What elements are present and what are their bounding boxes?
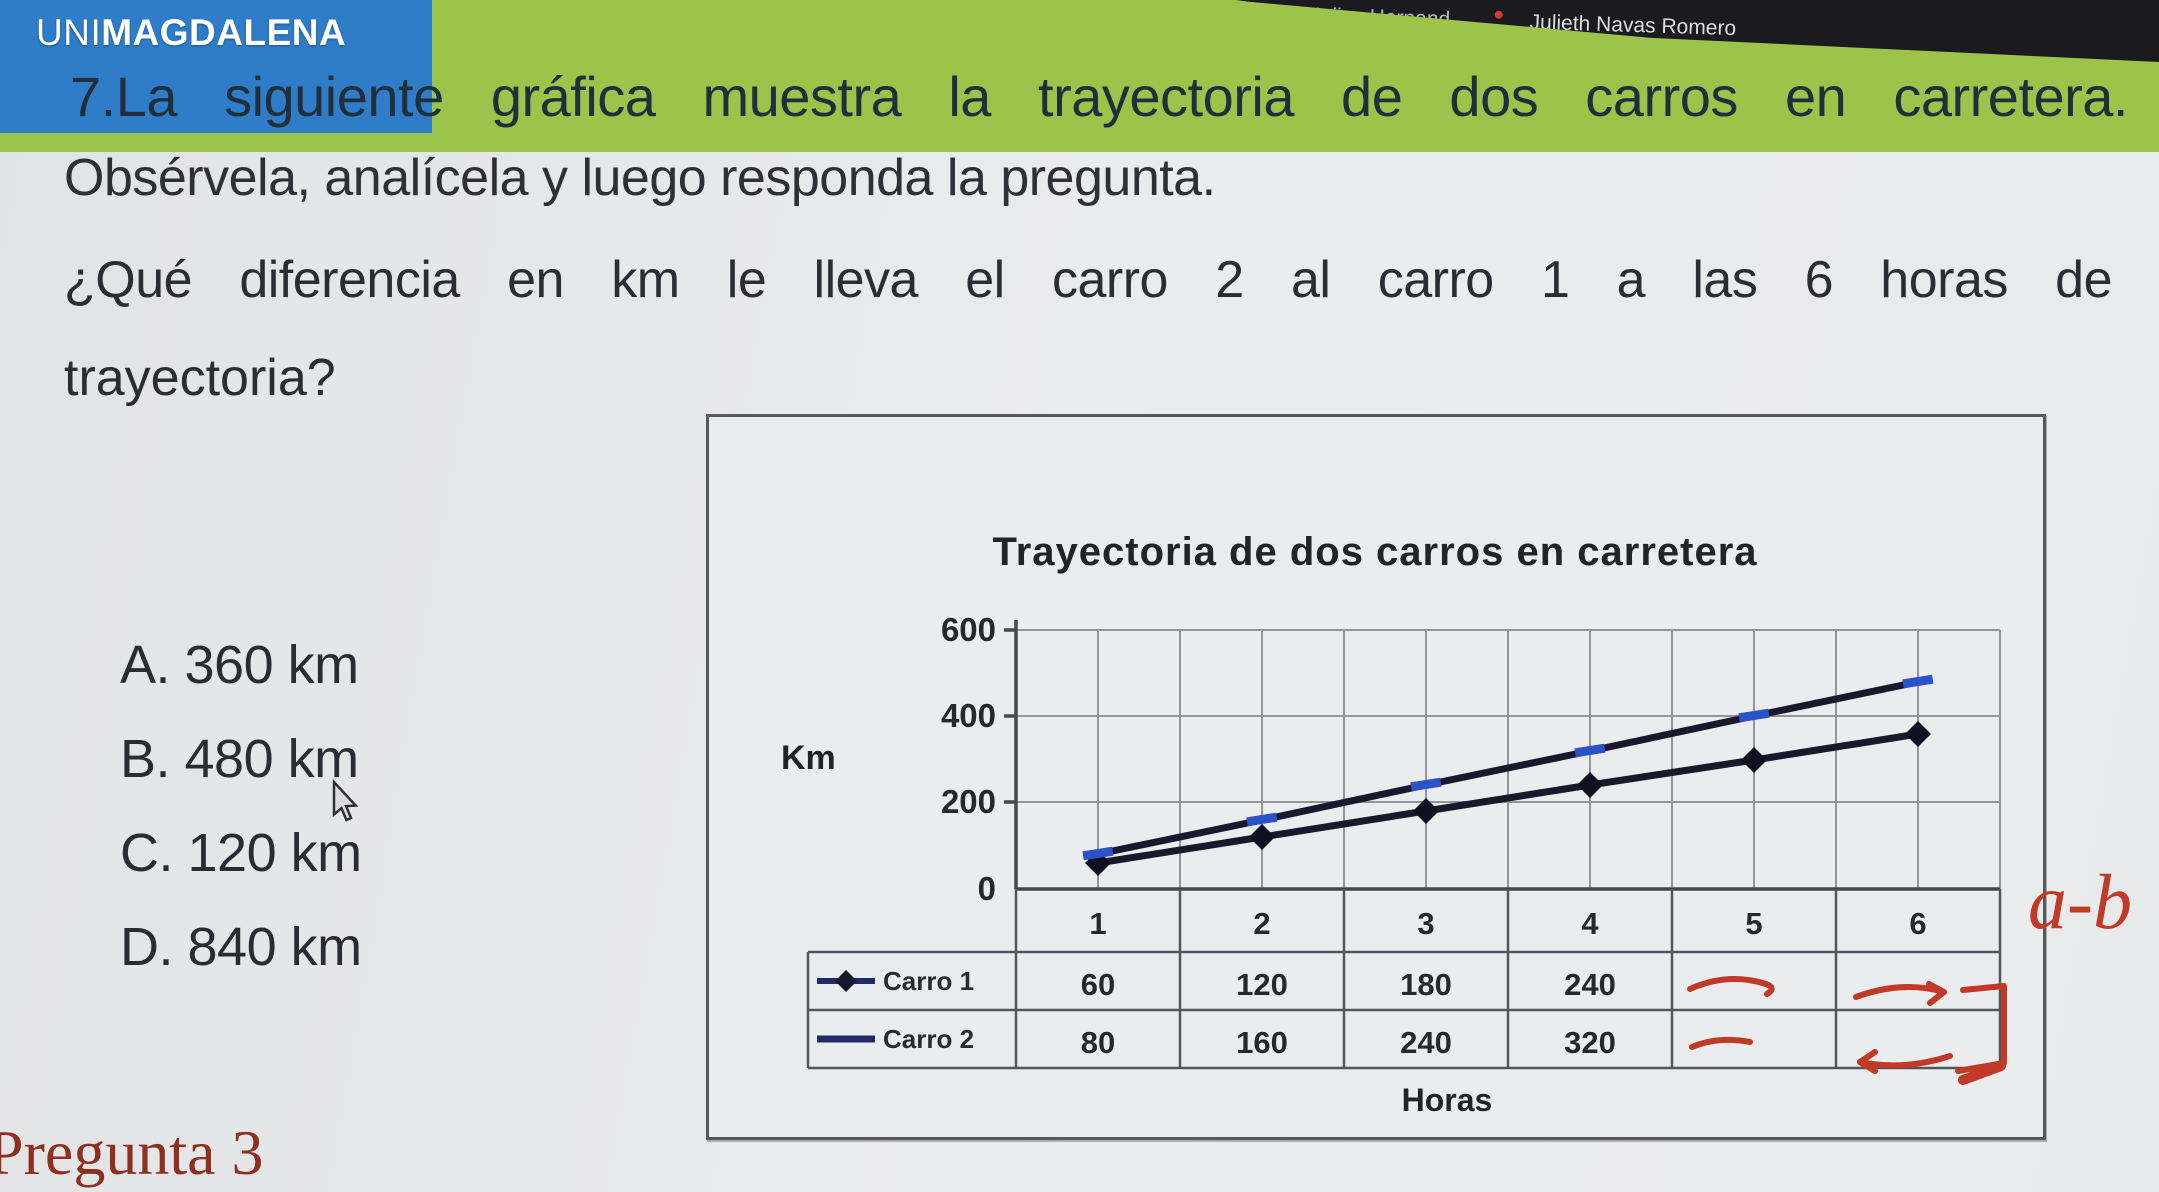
carro1-h3: 180	[1400, 967, 1452, 1002]
x-tick-2: 2	[1253, 906, 1270, 941]
option-c[interactable]: C. 120 km	[120, 823, 362, 883]
carro2-h2: 160	[1236, 1025, 1288, 1060]
carro1-h1: 60	[1081, 967, 1115, 1002]
question-line-2: trayectoria?	[64, 349, 336, 407]
chart-axes	[1004, 620, 2000, 891]
chart-title: Trayectoria de dos carros en carretera	[992, 530, 1757, 574]
carro2-legend-label: Carro 2	[883, 1024, 974, 1054]
carro1-legend-diamond-icon	[835, 970, 857, 992]
carro1-line	[1097, 730, 1919, 867]
trajectory-chart: Trayectoria de dos carros en carretera	[781, 530, 2002, 1118]
carro1-legend-label: Carro 1	[883, 966, 974, 996]
x-tick-1: 1	[1089, 906, 1106, 941]
x-tick-3: 3	[1417, 906, 1434, 941]
instruction-text: Obsérvela, analícela y luego responda la…	[64, 149, 1216, 207]
unimagdalena-logo: UNIMAGDALENA	[36, 12, 346, 54]
chart-grid	[1016, 629, 2001, 889]
unimagdalena-logo-block: UNIMAGDALENA	[0, 0, 432, 133]
x-axis-label: Horas	[1402, 1082, 1493, 1118]
carro1-h2: 120	[1236, 967, 1288, 1002]
y-tick-200: 200	[941, 783, 996, 820]
option-a[interactable]: A. 360 km	[120, 635, 359, 695]
x-tick-5: 5	[1745, 906, 1762, 941]
option-d[interactable]: D. 840 km	[120, 917, 362, 977]
carro2-h4: 320	[1564, 1025, 1616, 1060]
option-b[interactable]: B. 480 km	[120, 729, 359, 789]
question-heading: 7.La siguiente gráfica muestra la trayec…	[70, 65, 2129, 128]
x-tick-6: 6	[1909, 906, 1926, 941]
question-footer: Pregunta 3	[0, 1117, 264, 1188]
x-axis-ticks: 1 2 3 4 5 6	[1089, 906, 1926, 941]
carro1-h4: 240	[1564, 967, 1616, 1002]
y-tick-400: 400	[941, 697, 996, 734]
carro2-h1: 80	[1081, 1025, 1115, 1060]
y-axis-label: Km	[781, 739, 836, 777]
data-table-grid	[806, 889, 2002, 1070]
x-tick-4: 4	[1581, 906, 1599, 941]
carro2-line	[1097, 678, 1919, 858]
legend: Carro 1 Carro 2	[817, 966, 974, 1054]
table-row-carro1: 60 120 180 240	[1081, 967, 1616, 1002]
logo-prefix: UNI	[36, 12, 102, 53]
table-row-carro2: 80 160 240 320	[1081, 1025, 1616, 1060]
y-tick-0: 0	[978, 870, 996, 907]
carro2-h3: 240	[1400, 1025, 1452, 1060]
chart-panel: Trayectoria de dos carros en carretera	[706, 414, 2046, 1140]
carro2-markers	[1082, 674, 1934, 861]
logo-name: MAGDALENA	[101, 12, 347, 53]
y-tick-600: 600	[941, 611, 996, 648]
question-line-1: ¿Qué diferencia en km le lleva el carro …	[64, 251, 2113, 309]
y-axis-ticks: 600 400 200 0	[941, 611, 996, 907]
